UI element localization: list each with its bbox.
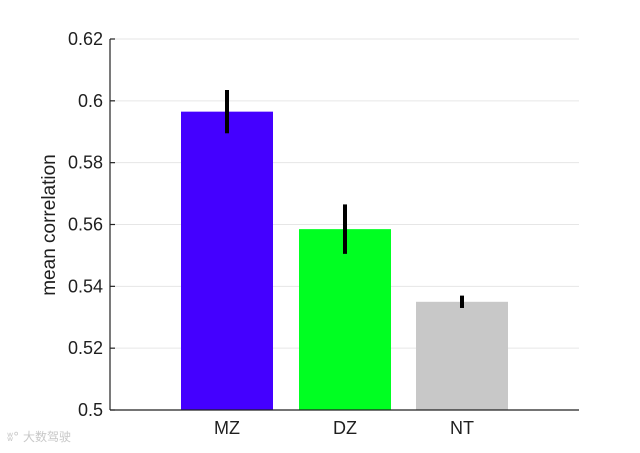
- y-tick-label: 0.5: [78, 400, 103, 420]
- error-bars: [225, 90, 464, 308]
- y-ticks: 0.5 0.52 0.54 0.56 0.58 0.6 0.62: [68, 29, 115, 420]
- x-tick-label: NT: [450, 418, 474, 438]
- y-tick-label: 0.58: [68, 153, 103, 173]
- y-tick-label: 0.54: [68, 276, 103, 296]
- y-tick-label: 0.62: [68, 29, 103, 49]
- bar-nt: [416, 301, 508, 410]
- bar-mz: [181, 111, 273, 410]
- weibo-icon: ʬ°: [7, 430, 20, 444]
- x-tick-label: DZ: [333, 418, 357, 438]
- y-axis-title: mean correlation: [39, 154, 60, 296]
- x-category-labels: MZ DZ NT: [214, 418, 474, 438]
- x-tick-label: MZ: [214, 418, 240, 438]
- bars: [181, 111, 508, 410]
- y-tick-label: 0.52: [68, 338, 103, 358]
- watermark: ʬ° 大数驾驶: [7, 428, 71, 445]
- y-tick-label: 0.56: [68, 215, 103, 235]
- bar-dz: [299, 229, 391, 410]
- watermark-text: 大数驾驶: [23, 430, 72, 444]
- y-tick-label: 0.6: [78, 91, 103, 111]
